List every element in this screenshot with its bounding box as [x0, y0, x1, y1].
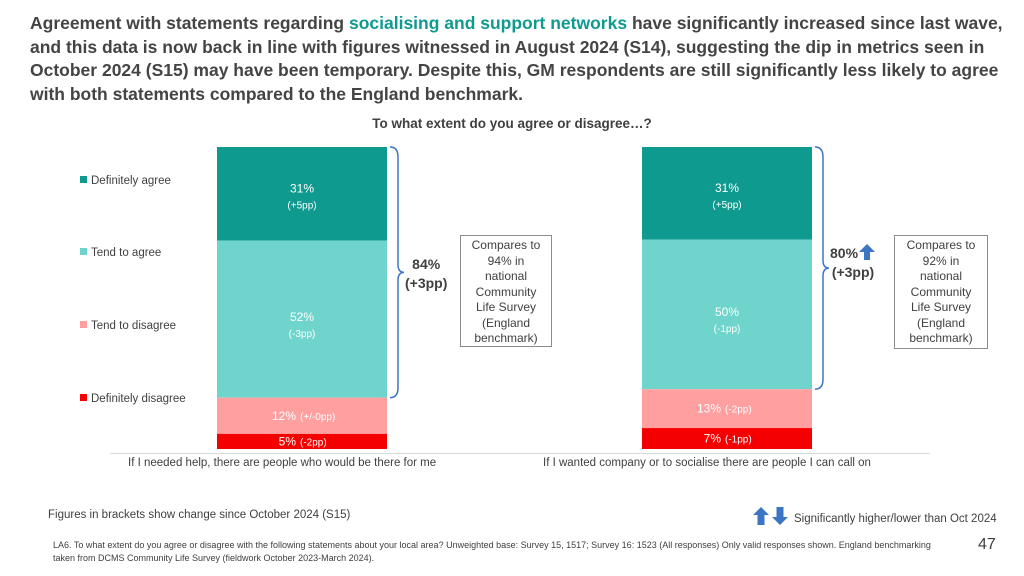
data-label-definitely-agree-2: 31%	[715, 181, 739, 195]
legend-item-definitely-disagree: Definitely disagree	[80, 393, 186, 405]
category-label-company: If I wanted company or to socialise ther…	[543, 457, 871, 469]
change-label-definitely-disagree-2: (-1pp)	[725, 435, 752, 446]
data-label-tend-to-disagree-2: 13%	[697, 402, 721, 416]
legend-swatch-definitely-agree	[80, 176, 87, 183]
legend-label-tend-to-disagree: Tend to disagree	[91, 320, 177, 332]
data-label-definitely-disagree-2: 7%	[704, 432, 722, 446]
total-agree-2-change: (+3pp)	[831, 264, 875, 280]
data-label-tend-to-agree-2: 50%	[715, 305, 739, 319]
benchmark-callout-2: Compares to 92% in national Community Li…	[894, 235, 988, 349]
headline-text-2: have significantly increased since last …	[30, 13, 1003, 104]
significance-key: Significantly higher/lower than Oct 2024	[752, 506, 997, 529]
total-agree-2-value: 80%	[830, 245, 859, 261]
change-label-tend-to-disagree-2: (-2pp)	[725, 405, 752, 416]
legend-label-definitely-agree: Definitely agree	[91, 175, 171, 187]
change-label-definitely-disagree-1: (-2pp)	[300, 437, 327, 448]
headline-highlight: socialising and support networks	[348, 13, 628, 33]
change-label-tend-to-agree-1: (-3pp)	[289, 329, 316, 340]
legend-item-tend-to-disagree: Tend to disagree	[80, 320, 176, 332]
legend-swatch-tend-to-disagree	[80, 321, 87, 328]
page-number: 47	[978, 536, 996, 553]
bar-tend-to-agree-1	[217, 240, 387, 398]
stacked-bar-chart: 31%(+5pp)52%(-3pp)12% (+/-0pp)5% (-2pp)31%…	[217, 146, 830, 449]
significance-key-text: Significantly higher/lower than Oct 2024	[794, 513, 997, 525]
bar-tend-to-agree-2	[642, 239, 812, 390]
change-label-tend-to-disagree-1: (+/-0pp)	[300, 412, 335, 423]
up-down-arrows-icon	[753, 507, 788, 525]
footnote: LA6. To what extent do you agree or disa…	[53, 540, 931, 563]
total-agree-1: 84% (+3pp)	[405, 255, 447, 293]
legend-label-tend-to-agree: Tend to agree	[91, 247, 162, 259]
change-label-definitely-agree-2: (+5pp)	[712, 200, 741, 211]
benchmark-callout-1: Compares to 94% in national Community Li…	[460, 235, 552, 347]
total-agree-1-change: (+3pp)	[405, 275, 448, 291]
significant-increase-arrow-icon	[859, 244, 876, 260]
legend-item-definitely-agree: Definitely agree	[80, 175, 171, 187]
data-label-tend-to-agree-1: 52%	[290, 310, 314, 324]
bar-tend-to-disagree-2	[642, 389, 812, 429]
legend-item-tend-to-agree: Tend to agree	[80, 247, 161, 259]
legend-swatch-definitely-disagree	[80, 394, 87, 401]
category-label-help: If I needed help, there are people who w…	[128, 457, 437, 469]
total-agree-2: 80% (+3pp)	[830, 243, 876, 282]
bar-definitely-disagree-2	[642, 428, 812, 449]
change-label-definitely-agree-1: (+5pp)	[287, 200, 316, 211]
data-label-definitely-disagree-1: 5%	[279, 434, 297, 448]
bar-definitely-agree-1	[217, 147, 387, 241]
data-label-tend-to-disagree-1: 12%	[272, 409, 296, 423]
legend-label-definitely-disagree: Definitely disagree	[91, 393, 186, 405]
bar-tend-to-disagree-1	[217, 397, 387, 434]
footer-note: Figures in brackets show change since Oc…	[48, 509, 351, 521]
chart-question: To what extent do you agree or disagree……	[372, 116, 652, 131]
axis-divider	[110, 453, 930, 454]
total-agree-1-value: 84%	[412, 256, 441, 272]
headline-text-1: Agreement with statements regarding	[30, 13, 349, 33]
bar-definitely-disagree-1	[217, 433, 387, 449]
headline: Agreement with statements regarding soci…	[30, 12, 1010, 106]
agree-bracket-2	[814, 146, 830, 390]
bar-definitely-agree-2	[642, 147, 812, 240]
legend-swatch-tend-to-agree	[80, 248, 87, 255]
data-label-definitely-agree-1: 31%	[290, 181, 314, 195]
agree-bracket-1	[389, 146, 405, 399]
change-label-tend-to-agree-2: (-1pp)	[714, 324, 741, 335]
